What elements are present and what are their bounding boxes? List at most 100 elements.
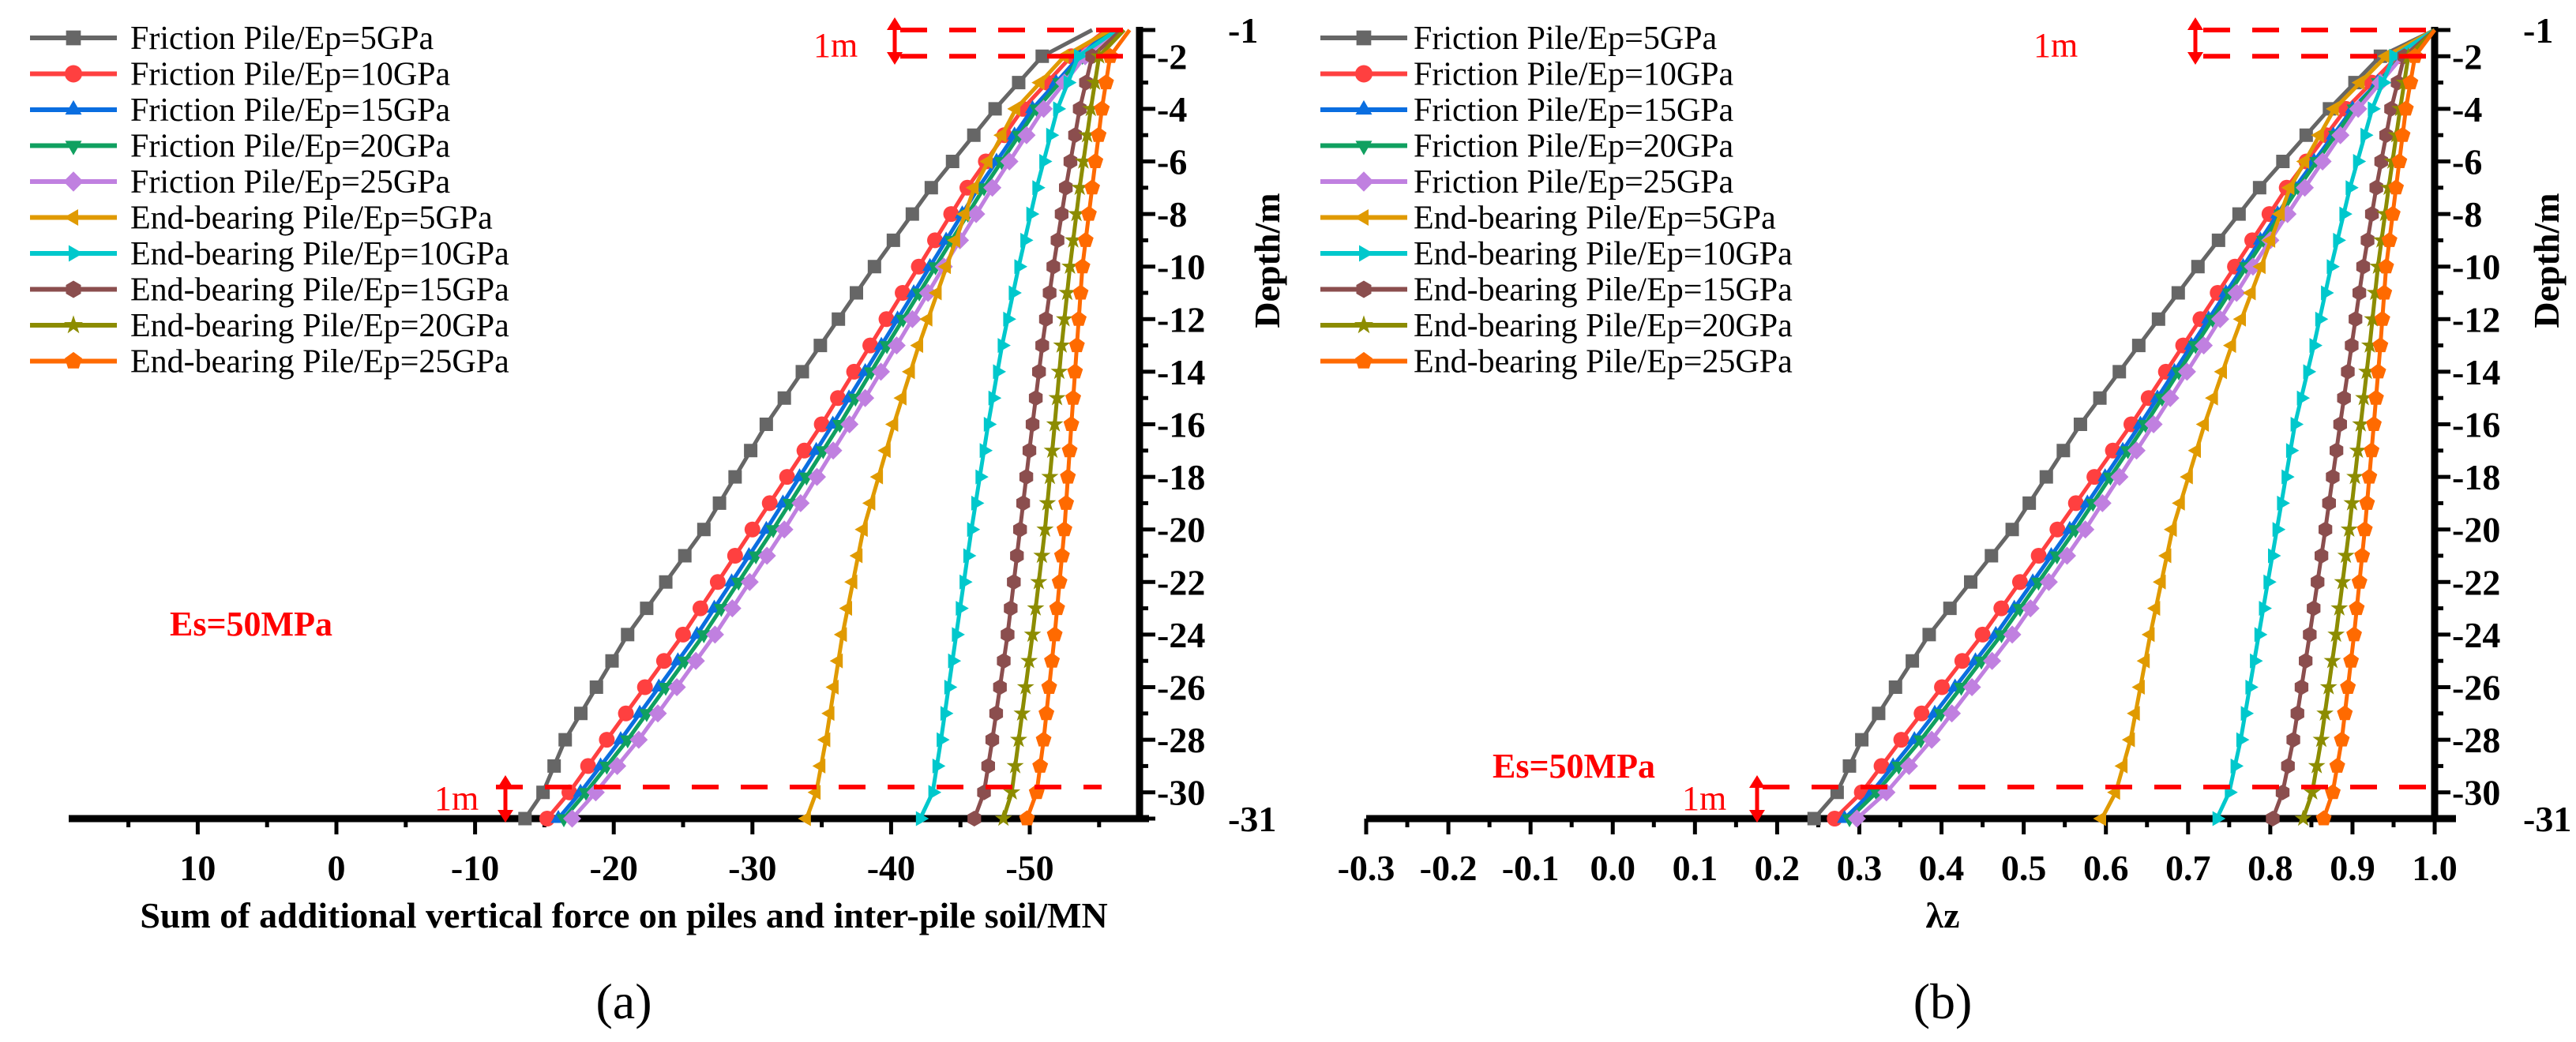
- chart-b-series-0-marker: [1943, 602, 1957, 616]
- chart-a-series-6-marker: [948, 653, 962, 669]
- chart-b-y-tick-label: -16: [2452, 405, 2500, 445]
- chart-a-series-0-marker: [813, 339, 828, 353]
- chart-b-series-6-marker: [2379, 75, 2392, 91]
- chart-a-series-7-marker: [1007, 574, 1021, 590]
- chart-b-y-tick-label: -20: [2452, 510, 2500, 550]
- chart-a-y-tick-label: -8: [1157, 194, 1187, 234]
- chart-a-series-1-marker: [692, 600, 708, 617]
- chart-a-series-1-marker: [761, 495, 778, 512]
- chart-a-series-5-marker: [812, 758, 826, 774]
- chart-b-series-7-marker: [2299, 653, 2313, 669]
- chart-a-series-1-marker: [727, 548, 743, 564]
- chart-b-series-6-marker: [2277, 495, 2290, 511]
- chart-a-series-4-marker: [629, 730, 648, 749]
- chart-b-series-5-marker: [2223, 338, 2236, 354]
- chart-a-series-0-marker: [850, 286, 863, 300]
- chart-a-series-5-marker: [833, 627, 847, 643]
- chart-b-series-4-marker: [2127, 441, 2146, 460]
- chart-a-series-7-marker: [1001, 626, 1015, 643]
- chart-b-series-line-3: [1848, 28, 2436, 820]
- chart-a-series-8-marker: [1006, 756, 1024, 774]
- chart-a-series-line-6: [918, 28, 1119, 820]
- chart-b-series-4-marker: [2039, 572, 2058, 591]
- chart-a-series-6-marker: [1032, 180, 1046, 196]
- chart-a-series-5-marker: [854, 522, 868, 538]
- chart-a-series-9-marker: [1049, 600, 1065, 616]
- chart-a-series-1-marker: [539, 811, 555, 826]
- chart-a-series-6-marker: [1014, 259, 1027, 275]
- chart-b-series-8-marker: [2360, 336, 2379, 353]
- chart-a-legend-marker-1: [65, 65, 82, 83]
- chart-b-annotation: Es=50MPa: [1493, 747, 1655, 785]
- chart-b-legend-label-1: Friction Pile/Ep=10GPa: [1414, 57, 1734, 93]
- chart-b-legend-label-9: End-bearing Pile/Ep=25GPa: [1414, 344, 1793, 380]
- chart-a-series-9-marker: [1072, 284, 1089, 300]
- chart-a-y-tick-label: -6: [1157, 142, 1187, 182]
- chart-a-series-0-marker: [659, 575, 673, 589]
- chart-b-series-7-marker: [2303, 626, 2317, 643]
- chart-b-series-0-marker: [2276, 155, 2290, 168]
- chart-b-series-8-marker: [2312, 730, 2330, 748]
- chart-a-y-tick-label: -4: [1157, 89, 1187, 129]
- chart-a-series-6-marker: [1046, 127, 1060, 143]
- chart-a-series-line-1: [545, 28, 1108, 820]
- chart-a-series-0-marker: [573, 707, 588, 721]
- chart-a-series-8-marker: [1003, 783, 1021, 800]
- chart-a-series-6-marker: [971, 495, 985, 511]
- chart-b-series-8-marker: [2330, 599, 2349, 616]
- chart-a-series-8-marker: [1086, 73, 1104, 90]
- chart-b-series-8-marker: [2358, 362, 2375, 380]
- chart-b-legend-marker-5: [1354, 209, 1369, 226]
- chart-a-x-tick-label: -30: [728, 848, 776, 888]
- chart-b-y-tick-label: -1: [2523, 10, 2553, 51]
- chart-b-series-4-marker: [2177, 362, 2196, 381]
- chart-b-series-9-marker: [2378, 258, 2394, 274]
- chart-b-top-1m-label: 1m: [2033, 26, 2078, 65]
- chart-b-series-4-marker: [1943, 704, 1962, 723]
- chart-a-series-0-marker: [712, 496, 727, 510]
- chart-b-x-tick-label: 0.2: [1755, 848, 1801, 888]
- chart-b-series-5-marker: [2121, 732, 2135, 748]
- chart-a-series-6-marker: [932, 758, 946, 774]
- chart-b-legend-label-8: End-bearing Pile/Ep=20GPa: [1414, 308, 1793, 344]
- chart-b-y-tick-label: -14: [2452, 352, 2500, 392]
- chart-a-series-5-marker: [798, 811, 811, 826]
- chart-b-series-1-marker: [1974, 626, 1991, 643]
- chart-a-series-7-marker: [1072, 100, 1087, 117]
- chart-a-panel-label: (a): [595, 973, 652, 1029]
- chart-a-annotation: Es=50MPa: [170, 605, 332, 643]
- chart-b-series-7-marker: [2345, 337, 2359, 354]
- chart-a-series-5-marker: [862, 495, 876, 511]
- chart-b-series-9-marker: [2376, 284, 2393, 300]
- chart-a-series-line-3: [562, 28, 1115, 820]
- chart-a-series-4-marker: [791, 493, 810, 512]
- chart-b-legend-marker-8: [1354, 315, 1373, 334]
- chart-a-series-9-marker: [1063, 416, 1080, 431]
- chart-b-series-6-marker: [2303, 364, 2317, 380]
- chart-b-series-8-marker: [2294, 809, 2312, 826]
- chart-b-series-9-marker: [2346, 626, 2362, 642]
- chart-b-series-9-marker: [2394, 126, 2411, 142]
- chart-b-series-5-marker: [2252, 259, 2266, 275]
- chart-b-series-6-marker: [2268, 548, 2281, 564]
- chart-b-series-4-marker: [2349, 99, 2368, 118]
- chart-b-series-4-marker: [1962, 678, 1981, 696]
- chart-b-series-line-9: [2322, 28, 2437, 819]
- chart-a-series-5-marker: [902, 364, 915, 380]
- chart-b-series-8-marker: [2316, 704, 2334, 722]
- chart-b-series-line-6: [2214, 28, 2436, 820]
- chart-a-series-6-marker: [952, 627, 965, 643]
- chart-a-series-4-marker: [740, 572, 759, 591]
- chart-b-series-0-marker: [2093, 391, 2107, 405]
- chart-b-series-0-marker: [1922, 628, 1936, 642]
- chart-b-series-8-marker: [2355, 388, 2373, 406]
- chart-a-series-6-marker: [997, 338, 1011, 354]
- chart-a-series-4-marker: [840, 415, 859, 433]
- chart-b-panel-label: (b): [1913, 973, 1973, 1029]
- chart-b-series-5-marker: [2205, 390, 2218, 406]
- chart-a-series-1-marker: [599, 732, 615, 748]
- chart-b-bottom-double-arrow-icon-head-down: [1749, 810, 1765, 823]
- chart-a: Sum of additional vertical force on pile…: [30, 10, 1287, 1029]
- chart-b-series-0-marker: [2005, 523, 2019, 537]
- chart-b-series-6-marker: [2360, 127, 2374, 143]
